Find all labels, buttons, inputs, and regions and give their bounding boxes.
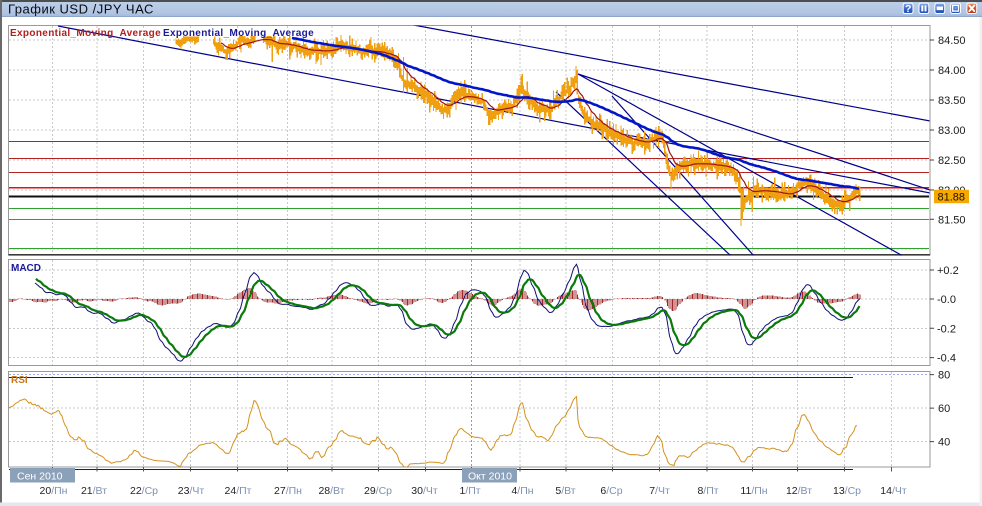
svg-text:+0.2: +0.2 [937, 265, 959, 277]
svg-text:7/Чт: 7/Чт [649, 485, 670, 497]
svg-text:14/Чт: 14/Чт [880, 485, 907, 497]
svg-text:81.50: 81.50 [938, 214, 966, 226]
svg-text:83.50: 83.50 [938, 95, 966, 107]
svg-text:82.50: 82.50 [938, 155, 966, 167]
svg-text:График USD /JPY ЧАС: График USD /JPY ЧАС [8, 2, 154, 17]
svg-text:MACD: MACD [11, 263, 41, 274]
svg-text:Окт 2010: Окт 2010 [468, 471, 512, 483]
svg-text:13/Ср: 13/Ср [833, 485, 861, 497]
svg-text:20/Пн: 20/Пн [40, 485, 68, 497]
svg-text:8/Пт: 8/Пт [697, 485, 718, 497]
svg-text:27/Пн: 27/Пн [274, 485, 302, 497]
svg-text:84.50: 84.50 [938, 35, 966, 47]
svg-text:?: ? [905, 3, 911, 15]
svg-text:28/Вт: 28/Вт [318, 485, 344, 497]
svg-text:81.88: 81.88 [938, 191, 966, 203]
svg-text:-0.4: -0.4 [937, 353, 956, 365]
svg-text:6/Ср: 6/Ср [600, 485, 622, 497]
svg-text:1/Пт: 1/Пт [459, 485, 480, 497]
svg-text:60: 60 [938, 403, 950, 415]
svg-text:23/Чт: 23/Чт [178, 485, 205, 497]
svg-text:12/Вт: 12/Вт [786, 485, 812, 497]
svg-text:Exponential_Moving_Average: Exponential_Moving_Average [163, 28, 314, 39]
svg-text:83.00: 83.00 [938, 125, 966, 137]
svg-text:RSI: RSI [11, 375, 28, 386]
svg-text:24/Пт: 24/Пт [225, 485, 252, 497]
svg-text:84.00: 84.00 [938, 65, 966, 77]
svg-text:29/Ср: 29/Ср [364, 485, 392, 497]
svg-text:80: 80 [938, 370, 950, 382]
svg-text:5/Вт: 5/Вт [555, 485, 575, 497]
svg-text:-0.2: -0.2 [937, 323, 956, 335]
svg-text:Exponential_Moving_Average: Exponential_Moving_Average [10, 28, 161, 39]
svg-text:11/Пн: 11/Пн [740, 485, 767, 497]
svg-text:Сен 2010: Сен 2010 [17, 471, 63, 483]
svg-text:-0.0: -0.0 [937, 294, 956, 306]
svg-text:30/Чт: 30/Чт [411, 485, 438, 497]
svg-text:21/Вт: 21/Вт [81, 485, 107, 497]
svg-text:22/Ср: 22/Ср [130, 485, 158, 497]
svg-text:40: 40 [938, 437, 950, 449]
svg-text:4/Пн: 4/Пн [511, 485, 533, 497]
